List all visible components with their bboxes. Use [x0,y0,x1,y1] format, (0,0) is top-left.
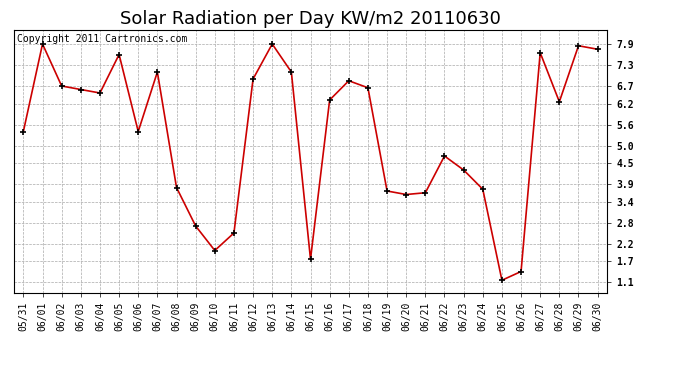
Text: Copyright 2011 Cartronics.com: Copyright 2011 Cartronics.com [17,34,187,44]
Title: Solar Radiation per Day KW/m2 20110630: Solar Radiation per Day KW/m2 20110630 [120,10,501,28]
